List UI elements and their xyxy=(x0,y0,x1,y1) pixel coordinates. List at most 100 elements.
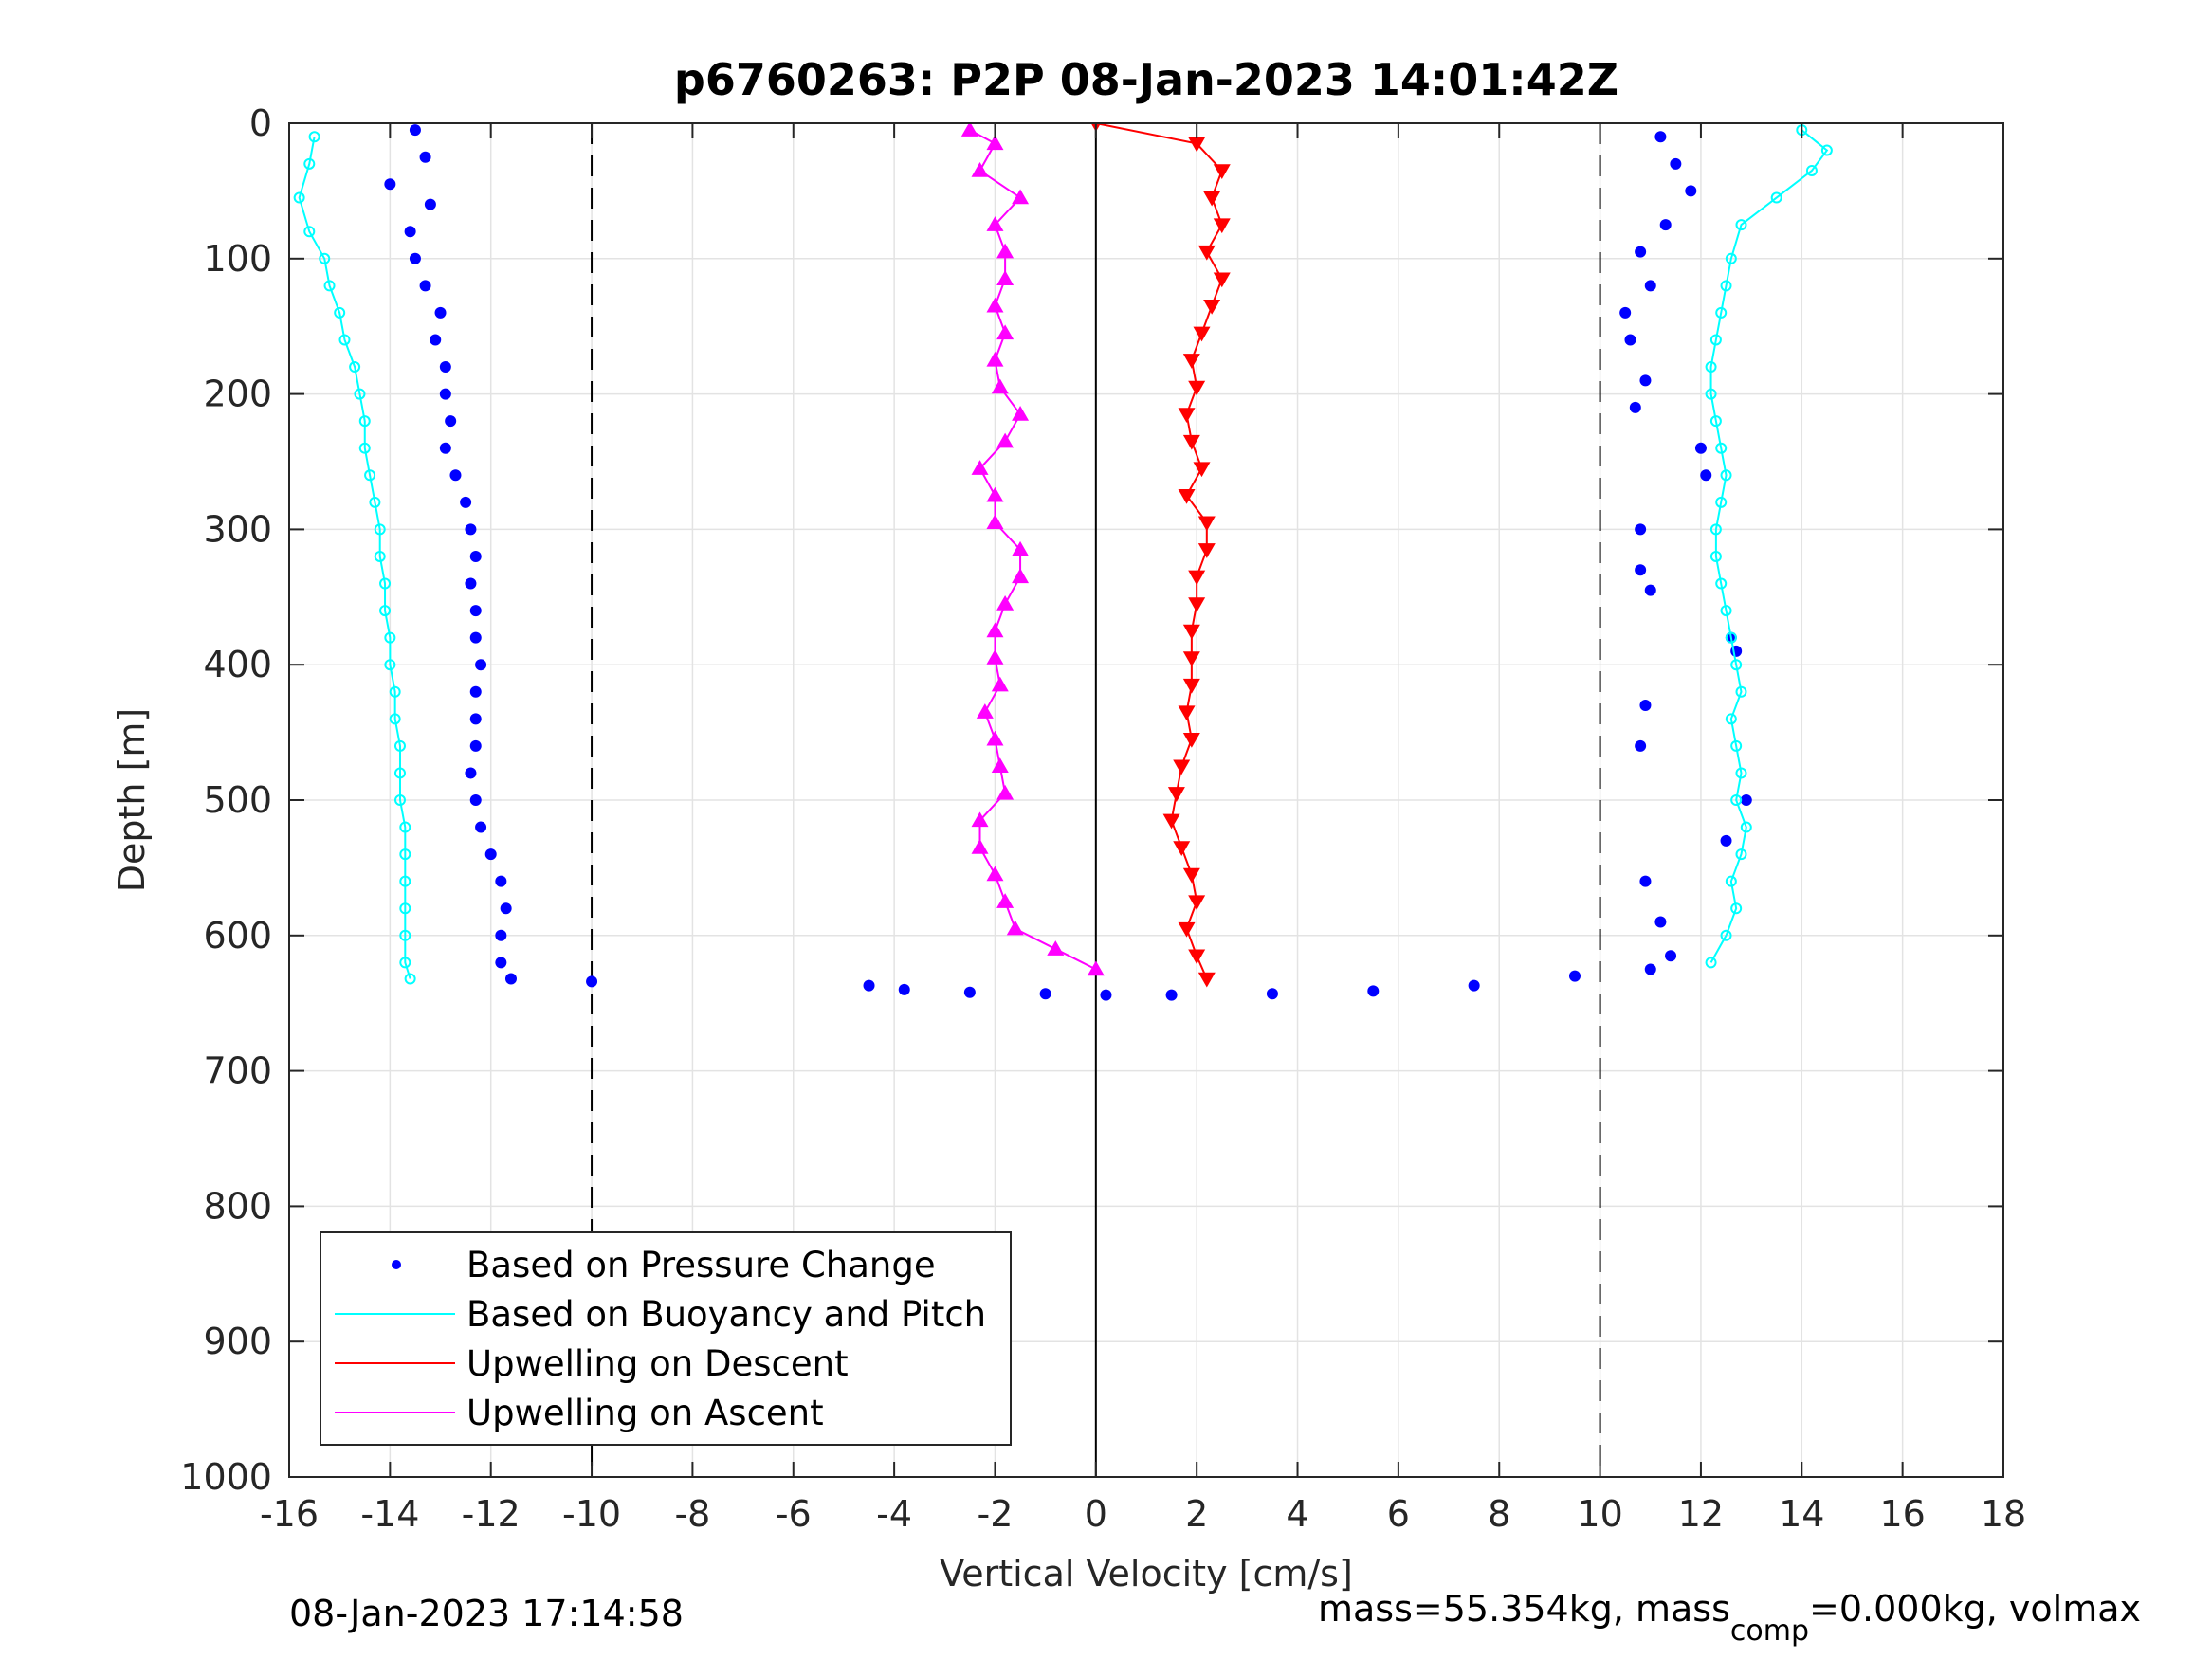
data-point xyxy=(445,415,457,428)
data-point xyxy=(1006,920,1024,936)
x-tick-label: 6 xyxy=(1387,1493,1410,1535)
legend-label: Based on Pressure Change xyxy=(466,1245,936,1285)
data-point xyxy=(303,157,316,170)
data-point xyxy=(1173,841,1191,856)
data-point xyxy=(971,811,989,828)
y-tick-label: 300 xyxy=(203,508,272,550)
data-point xyxy=(986,486,1004,502)
data-point xyxy=(484,848,497,861)
data-point xyxy=(1047,940,1065,956)
data-point xyxy=(996,432,1015,448)
data-point xyxy=(393,767,406,779)
footer-mass-text: mass=55.354kg, mass xyxy=(1318,1588,1730,1630)
data-point xyxy=(1624,334,1636,346)
data-point xyxy=(1197,245,1216,261)
data-point xyxy=(393,794,406,806)
series-upwelling-on-descent xyxy=(1090,123,1231,988)
data-point xyxy=(1367,985,1380,997)
footer-mass: mass=55.354kg, masscomp=0.000kg, volmax xyxy=(1318,1588,2141,1648)
data-point xyxy=(1213,272,1231,288)
data-point xyxy=(986,297,1004,313)
data-point xyxy=(1629,401,1641,413)
y-tick-label: 1000 xyxy=(180,1456,272,1498)
data-point xyxy=(439,442,451,454)
data-point xyxy=(1178,921,1196,938)
data-point xyxy=(1197,972,1216,988)
data-point xyxy=(399,902,411,915)
data-point xyxy=(399,875,411,887)
data-point xyxy=(354,388,366,400)
data-point xyxy=(334,306,346,319)
y-tick-label: 800 xyxy=(203,1185,272,1227)
data-point xyxy=(404,973,416,985)
data-point xyxy=(1720,469,1732,482)
data-point xyxy=(419,280,431,292)
x-tick-label: -10 xyxy=(562,1493,621,1535)
data-point xyxy=(465,523,477,536)
data-point xyxy=(1725,713,1737,725)
data-point xyxy=(971,161,989,177)
data-point xyxy=(991,757,1009,774)
data-point xyxy=(434,306,447,319)
data-point xyxy=(1670,157,1682,170)
data-point xyxy=(863,979,875,992)
data-point xyxy=(1266,988,1278,1000)
data-point xyxy=(504,973,517,985)
data-point xyxy=(495,875,507,887)
data-point xyxy=(1635,739,1647,752)
data-point xyxy=(469,550,482,562)
data-point xyxy=(996,594,1015,611)
x-tick-label: 14 xyxy=(1779,1493,1824,1535)
data-point xyxy=(379,605,392,617)
data-point xyxy=(1635,523,1647,536)
data-point xyxy=(1654,131,1667,143)
data-point xyxy=(1715,577,1728,590)
data-point xyxy=(1182,678,1200,694)
data-point xyxy=(986,622,1004,638)
data-point xyxy=(1012,540,1030,556)
data-point xyxy=(1644,280,1656,292)
legend: Based on Pressure Change Based on Buoyanc… xyxy=(320,1231,1012,1446)
data-point xyxy=(898,983,910,995)
data-point xyxy=(1167,787,1185,802)
x-tick-label: -12 xyxy=(462,1493,521,1535)
series-based-on-pressure-change xyxy=(586,970,1581,1001)
series-based-on-buoyancy-and-pitch xyxy=(293,131,416,985)
data-point xyxy=(495,957,507,969)
x-tick-label: 8 xyxy=(1488,1493,1510,1535)
data-point xyxy=(1178,705,1196,721)
data-point xyxy=(1182,867,1200,884)
data-point xyxy=(1178,488,1196,504)
data-point xyxy=(1720,280,1732,292)
data-point xyxy=(323,280,336,292)
data-point xyxy=(1665,950,1677,962)
data-point xyxy=(1188,137,1206,153)
footer-timestamp: 08-Jan-2023 17:14:58 xyxy=(289,1593,684,1634)
data-point xyxy=(960,123,978,137)
data-point xyxy=(308,131,320,143)
y-axis-ticks: 0 100 200 300 400 500 600 700 800 900 1000 xyxy=(180,102,2003,1498)
data-point xyxy=(465,577,477,590)
data-point xyxy=(1725,631,1737,644)
data-point xyxy=(303,226,316,238)
data-point xyxy=(384,631,396,644)
data-point xyxy=(419,151,431,163)
data-point xyxy=(1730,659,1743,671)
data-point xyxy=(1182,354,1200,369)
data-point xyxy=(1188,570,1206,586)
x-tick-label: 16 xyxy=(1879,1493,1925,1535)
data-point xyxy=(986,866,1004,882)
data-point xyxy=(1188,949,1206,965)
y-tick-label: 0 xyxy=(249,102,272,144)
data-point xyxy=(293,191,305,204)
data-point xyxy=(1213,164,1231,179)
series-based-on-pressure-change xyxy=(1619,131,1752,975)
x-tick-label: -14 xyxy=(360,1493,419,1535)
data-point xyxy=(1720,605,1732,617)
data-point xyxy=(393,739,406,752)
legend-label: Upwelling on Descent xyxy=(466,1343,849,1384)
data-point xyxy=(1639,374,1652,387)
x-tick-label: 0 xyxy=(1085,1493,1107,1535)
data-point xyxy=(1197,543,1216,558)
